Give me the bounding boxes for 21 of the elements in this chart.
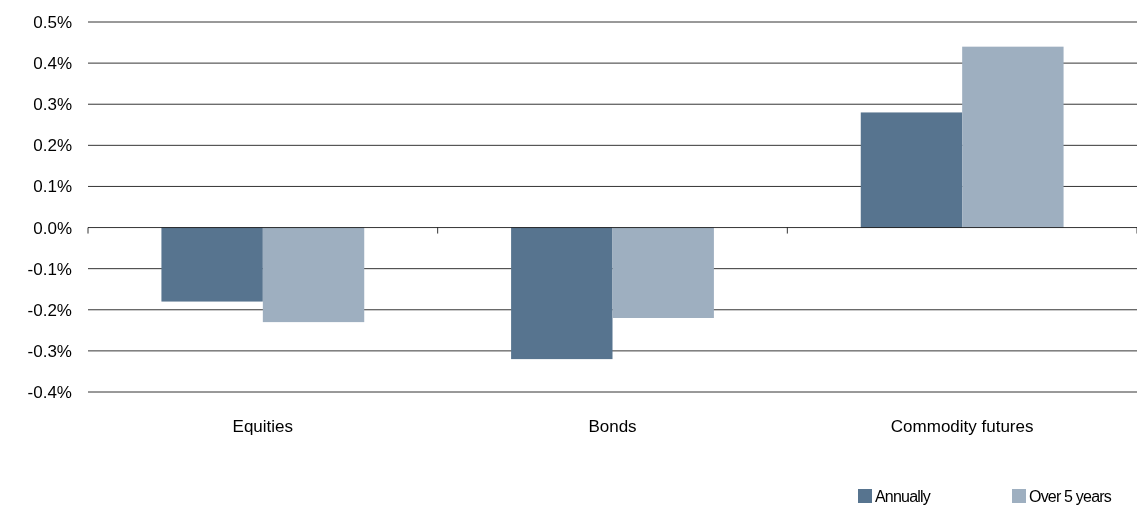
y-tick-label: 0.4% <box>33 54 72 74</box>
y-tick-label: 0.2% <box>33 136 72 156</box>
bar <box>612 227 714 318</box>
bar <box>511 227 613 360</box>
y-tick-label: -0.2% <box>27 300 72 320</box>
bar <box>962 46 1064 228</box>
bar <box>860 112 963 228</box>
y-tick-label: 0.5% <box>33 12 72 32</box>
y-tick-label: -0.3% <box>27 341 72 361</box>
y-tick-label: 0.1% <box>33 177 72 197</box>
legend-label: Over 5 years <box>1029 488 1112 505</box>
x-tick-label: Equities <box>232 417 294 436</box>
bar <box>161 227 263 302</box>
y-tick-label: -0.4% <box>27 382 72 402</box>
y-tick-label: -0.1% <box>27 259 72 279</box>
x-tick-label: Bonds <box>588 417 637 436</box>
y-tick-label: 0.3% <box>33 95 72 115</box>
legend-label: Annually <box>875 488 931 505</box>
y-tick-label: 0.0% <box>33 218 72 238</box>
x-tick-label: Commodity futures <box>890 417 1034 436</box>
bar <box>262 227 365 323</box>
